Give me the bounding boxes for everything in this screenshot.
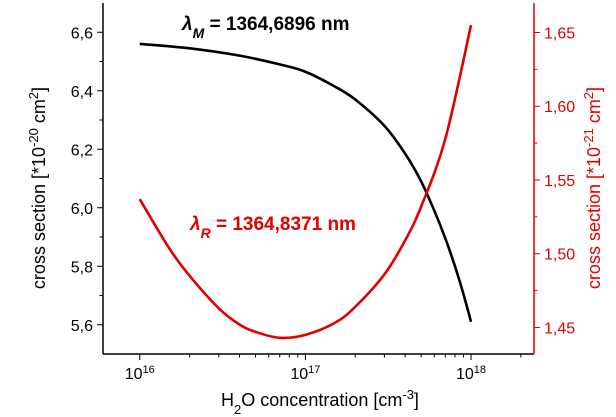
right-y-axis-label: cross section [*10-21 cm2] — [581, 87, 605, 289]
x-axis: 1016 1017 1018 — [125, 354, 522, 383]
x-tick-label: 1018 — [456, 364, 486, 383]
left-y-tick-label: 5,8 — [71, 259, 93, 276]
right-y-axis: 1,45 1,50 1,55 1,60 1,65 — [534, 25, 575, 337]
left-y-tick-label: 6,6 — [71, 25, 93, 42]
x-tick-label: 1016 — [125, 364, 155, 383]
left-y-axis-label: cross section [*10-20 cm2] — [26, 87, 50, 289]
right-y-tick-label: 1,65 — [544, 25, 575, 42]
left-y-tick-label: 5,6 — [71, 318, 93, 335]
right-y-tick-label: 1,50 — [544, 247, 575, 264]
annotation-lambda-m: λM = 1364,6896 nm — [181, 14, 350, 41]
x-tick-label: 1017 — [290, 364, 320, 383]
series-lines — [138, 24, 473, 340]
series-line-lambda-r — [138, 24, 473, 340]
x-axis-label: H2O concentration [cm-3] — [221, 387, 419, 417]
left-y-tick-label: 6,2 — [71, 142, 93, 159]
series-line-lambda-m — [139, 42, 473, 323]
left-y-tick-label: 6,4 — [71, 84, 93, 101]
right-y-tick-label: 1,60 — [544, 99, 575, 116]
right-y-tick-label: 1,45 — [544, 320, 575, 337]
left-y-axis: 5,6 5,8 6,0 6,2 6,4 6,6 — [71, 25, 103, 335]
right-y-tick-label: 1,55 — [544, 173, 575, 190]
annotation-lambda-r: λR = 1364,8371 nm — [189, 214, 356, 241]
plot-frame — [102, 3, 535, 355]
left-y-tick-label: 6,0 — [71, 201, 93, 218]
